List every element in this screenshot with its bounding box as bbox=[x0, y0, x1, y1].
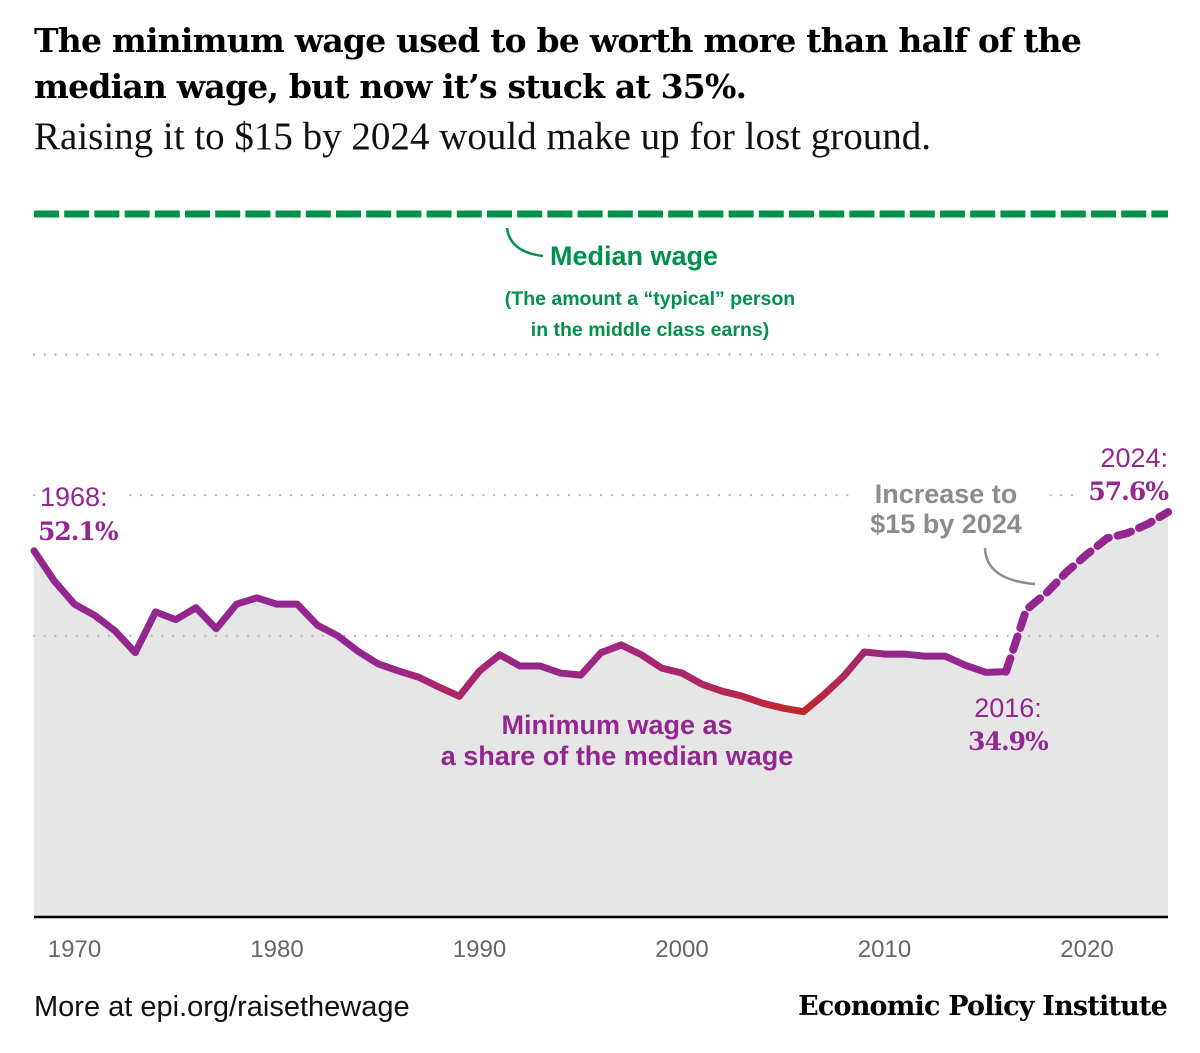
series-line-layer bbox=[30, 508, 1172, 716]
x-tick-label-2010: 2010 bbox=[858, 936, 911, 963]
median-wage-note-line1: (The amount a “typical” person bbox=[505, 288, 795, 310]
chart-title: The minimum wage used to be worth more t… bbox=[34, 21, 1082, 106]
annotation-increase-bg bbox=[850, 476, 1050, 546]
x-axis: 1970 1980 1990 2000 2010 2020 bbox=[34, 915, 1168, 963]
annotation-1968-year: 1968: bbox=[40, 482, 108, 512]
annotation-2024-bg bbox=[1078, 440, 1174, 506]
area-fill bbox=[34, 512, 1168, 917]
annotation-2016-value: 34.9% bbox=[968, 727, 1049, 756]
annotation-2016-year: 2016: bbox=[974, 693, 1042, 723]
area-fill-layer bbox=[34, 512, 1168, 917]
median-callout-leader bbox=[505, 227, 544, 258]
x-tick-label-1980: 1980 bbox=[250, 936, 303, 963]
x-tick-label-2000: 2000 bbox=[655, 936, 708, 963]
annotation-increase-line1: Increase to bbox=[875, 479, 1018, 509]
annotation-1968-bg bbox=[38, 478, 124, 538]
annotation-2024-value: 57.6% bbox=[1088, 477, 1169, 506]
x-tick-label-2020: 2020 bbox=[1060, 936, 1113, 963]
median-wage-label: Median wage bbox=[550, 241, 718, 271]
brand-logo-text: Economic Policy Institute bbox=[798, 991, 1168, 1022]
annotation-2024-year: 2024: bbox=[1100, 443, 1168, 473]
chart-subtitle: Raising it to $15 by 2024 would make up … bbox=[34, 115, 931, 158]
series-label-line2: a share of the median wage bbox=[441, 741, 794, 771]
gridlines-layer bbox=[32, 353, 1170, 637]
source-link[interactable]: More at epi.org/raisethewage bbox=[34, 991, 410, 1023]
x-tick-label-1990: 1990 bbox=[453, 936, 506, 963]
series-label-line1: Minimum wage as bbox=[501, 710, 732, 740]
median-wage-note-line2: in the middle class earns) bbox=[531, 319, 769, 341]
annotation-increase-line2: $15 by 2024 bbox=[870, 509, 1022, 539]
x-tick-label-1970: 1970 bbox=[48, 936, 101, 963]
annotation-1968-value: 52.1% bbox=[38, 517, 119, 546]
annotation-increase-leader bbox=[983, 547, 1036, 586]
